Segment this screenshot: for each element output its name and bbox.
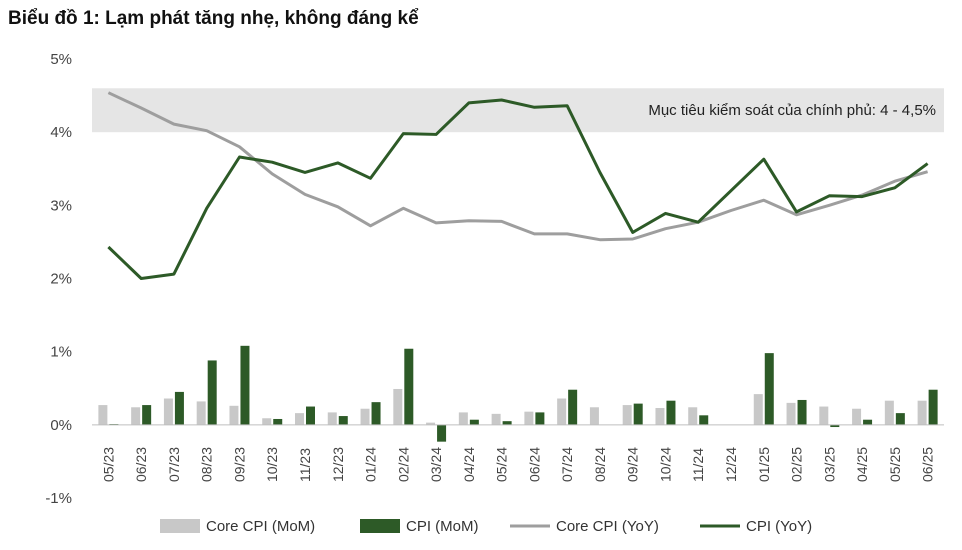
y-tick-label: 1% [50, 344, 72, 361]
bar-cpi-mom-mark [174, 391, 184, 425]
bar-cpi-mom-mark [437, 424, 447, 442]
y-axis-ticks: 5% 4% 3% 2% 1% 0% -1% [45, 51, 72, 507]
bar-core-cpi-mom-mark [655, 408, 665, 425]
y-tick-label: -1% [45, 490, 72, 507]
x-tick-label: 06/24 [526, 447, 542, 482]
bar-core-cpi-mom-mark [295, 413, 304, 425]
x-tick-label: 04/24 [461, 447, 477, 482]
bar-core-cpi-mom-mark [557, 398, 567, 425]
legend-label: Core CPI (YoY) [556, 518, 659, 535]
x-tick-label: 03/24 [428, 447, 444, 482]
bar-core-cpi-mom-mark [131, 407, 141, 425]
x-tick-label: 12/23 [330, 447, 346, 482]
line-layer [107, 91, 929, 280]
chart-title: Biểu đồ 1: Lạm phát tăng nhẹ, không đáng… [8, 8, 419, 29]
x-axis-ticks: 05/23 06/23 07/23 08/23 09/23 10/23 11/23 12/23… [100, 447, 935, 482]
target-band [92, 88, 944, 133]
y-tick-label: 2% [50, 271, 72, 288]
bar-core-cpi-mom-mark [98, 405, 108, 425]
x-tick-label: 05/25 [887, 447, 903, 482]
x-tick-label: 02/24 [395, 447, 411, 482]
bar-cpi-mom-mark [240, 345, 250, 425]
target-band-layer: Mục tiêu kiểm soát của chính phủ: 4 - 4,… [92, 88, 944, 133]
bar-cpi-mom-mark [633, 403, 643, 425]
bar-cpi-mom-mark [699, 415, 709, 425]
bar-cpi-mom-mark [207, 360, 217, 425]
bar-core-cpi-mom-mark [917, 400, 927, 425]
x-tick-label: 01/25 [756, 447, 772, 482]
x-tick-label: 10/23 [264, 447, 280, 482]
x-tick-label: 12/24 [723, 447, 739, 482]
line-cpi-yoy-series [107, 98, 929, 280]
bar-cpi-mom-mark [502, 421, 512, 425]
legend-swatch [160, 519, 200, 533]
bar-core-cpi-mom-mark [327, 412, 337, 425]
x-tick-label: 10/24 [657, 447, 673, 482]
bar-core-cpi-mom-mark [458, 412, 468, 425]
bar-cpi-mom-mark [338, 416, 348, 425]
x-tick-label: 03/25 [821, 447, 837, 482]
bar-cpi-mom-mark [535, 412, 545, 425]
bar-core-cpi-mom-mark [393, 388, 403, 425]
y-tick-label: 0% [50, 417, 72, 434]
legend-label: CPI (MoM) [406, 518, 479, 535]
x-tick-label: 05/24 [494, 447, 510, 482]
bar-cpi-mom-mark [371, 402, 381, 425]
bar-core-cpi-mom-mark [360, 408, 370, 425]
bar-core-cpi-mom-mark [589, 407, 599, 425]
x-tick-label: 07/24 [559, 447, 575, 482]
bar-core-cpi-mom-mark [163, 398, 173, 425]
x-tick-label: 01/24 [363, 447, 379, 482]
bar-core-cpi-mom-mark [262, 418, 272, 425]
bar-core-cpi-mom-mark [524, 411, 534, 425]
bar-cpi-mom-mark [568, 389, 578, 425]
legend-label: CPI (YoY) [746, 518, 812, 535]
bar-cpi-mom-mark [764, 353, 774, 425]
bar-core-cpi-mom-mark [622, 405, 632, 425]
line-core-cpi-yoy-series [107, 91, 929, 242]
bar-core-cpi-mom-mark [688, 407, 698, 425]
bar-cpi-mom-mark [273, 418, 283, 425]
bar-cpi-mom-mark [469, 419, 479, 425]
bar-core-cpi-mom-mark [753, 394, 763, 425]
bar-core-cpi-mom-mark [196, 401, 206, 425]
x-tick-label: 08/23 [199, 447, 215, 482]
bar-core-cpi-mom-mark [819, 406, 829, 425]
bar-core-cpi-mom-mark [884, 400, 894, 425]
x-tick-label: 02/25 [789, 447, 805, 482]
x-tick-label: 08/24 [592, 447, 608, 482]
target-band-label: Mục tiêu kiểm soát của chính phủ: 4 - 4,… [648, 102, 936, 119]
bar-cpi-mom-mark [797, 399, 807, 425]
bar-core-cpi-mom-mark [786, 402, 796, 425]
bar-cpi-mom-mark [306, 406, 315, 425]
x-tick-label: 07/23 [166, 447, 182, 482]
x-tick-label: 06/23 [133, 447, 149, 482]
bar-core-cpi-mom-mark [229, 405, 239, 425]
bar-core-cpi-mom-mark [491, 413, 501, 425]
bar-cpi-mom-mark [142, 405, 152, 425]
bar-core-cpi-mom-mark [852, 408, 862, 425]
x-tick-label: 11/23 [297, 448, 313, 482]
bar-cpi-mom-mark [863, 419, 873, 425]
x-tick-label: 05/23 [100, 447, 116, 482]
bar-layer [98, 345, 938, 442]
x-tick-label: 11/24 [690, 448, 706, 482]
legend: Core CPI (MoM) CPI (MoM) Core CPI (YoY) CPI… [160, 518, 812, 535]
legend-label: Core CPI (MoM) [206, 518, 315, 535]
y-tick-label: 3% [50, 197, 72, 214]
bar-cpi-mom-mark [666, 400, 676, 425]
bar-cpi-mom-mark [404, 348, 414, 425]
y-tick-label: 5% [50, 51, 72, 68]
bar-core-cpi-mom-mark [426, 422, 436, 425]
x-tick-label: 06/25 [920, 447, 936, 482]
x-tick-label: 09/24 [625, 447, 641, 482]
bar-cpi-mom-mark [928, 389, 938, 425]
bar-cpi-mom-mark [895, 413, 905, 425]
legend-swatch [360, 519, 400, 533]
x-tick-label: 04/25 [854, 447, 870, 482]
x-tick-label: 09/23 [231, 447, 247, 482]
bar-cpi-mom-mark [830, 424, 840, 428]
y-tick-label: 4% [50, 124, 72, 141]
